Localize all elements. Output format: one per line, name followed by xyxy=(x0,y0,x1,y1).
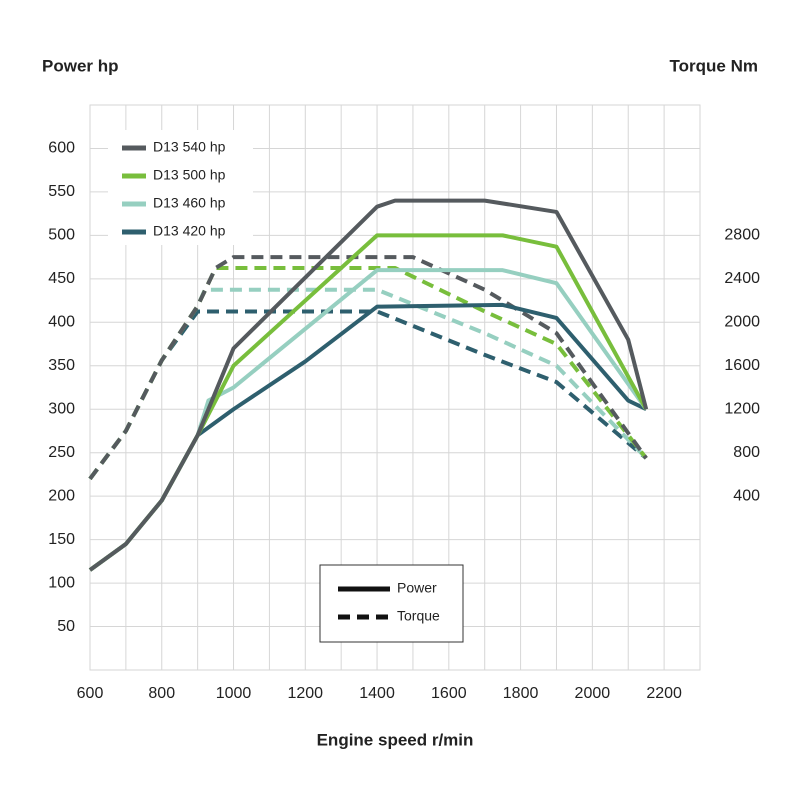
torque-line xyxy=(88,255,648,480)
x-tick-label: 1400 xyxy=(359,685,395,702)
y-axis-title: Power hp xyxy=(42,56,119,75)
y-tick-label: 200 xyxy=(48,487,75,504)
lines xyxy=(88,198,649,572)
y-tick-label: 50 xyxy=(57,618,75,635)
style-legend-label: Torque xyxy=(397,608,440,624)
style-legend-label: Power xyxy=(397,580,437,596)
y-tick-label: 450 xyxy=(48,270,75,287)
y-tick-label: 600 xyxy=(48,140,75,157)
torque-line xyxy=(88,309,648,480)
x-tick-label: 1600 xyxy=(431,685,467,702)
x-tick-label: 2000 xyxy=(575,685,611,702)
legend: D13 540 hp D13 500 hp D13 460 hp D13 420 hp… xyxy=(122,139,440,624)
x-tick-label: 1800 xyxy=(503,685,539,702)
power-line xyxy=(88,198,649,572)
legend-label: D13 540 hp xyxy=(153,139,226,155)
legend-label: D13 500 hp xyxy=(153,167,226,183)
y-tick-label: 300 xyxy=(48,400,75,417)
y2-axis-title: Torque Nm xyxy=(670,56,758,75)
y-tick-label: 100 xyxy=(48,574,75,591)
y2-tick-label: 2400 xyxy=(724,270,760,287)
y-tick-label: 150 xyxy=(48,531,75,548)
style-legend-box xyxy=(319,564,464,643)
torque-line xyxy=(88,287,648,480)
y2-tick-label: 2000 xyxy=(724,314,760,331)
x-tick-label: 1000 xyxy=(216,685,252,702)
y2-tick-label: 1200 xyxy=(724,400,760,417)
y-tick-label: 250 xyxy=(48,444,75,461)
y2-tick-label: 1600 xyxy=(724,357,760,374)
y-tick-label: 400 xyxy=(48,314,75,331)
x-axis-title: Engine speed r/min xyxy=(317,730,474,749)
y-tick-label: 550 xyxy=(48,183,75,200)
legend-label: D13 420 hp xyxy=(153,223,226,239)
x-tick-label: 2200 xyxy=(646,685,682,702)
power-line xyxy=(88,233,648,572)
y2-tick-label: 2800 xyxy=(724,227,760,244)
x-tick-label: 800 xyxy=(148,685,175,702)
x-tick-label: 1200 xyxy=(287,685,323,702)
y-tick-label: 350 xyxy=(48,357,75,374)
y2-tick-label: 800 xyxy=(733,444,760,461)
x-tick-label: 600 xyxy=(77,685,104,702)
y-tick-label: 500 xyxy=(48,227,75,244)
y2-tick-label: 400 xyxy=(733,487,760,504)
legend-label: D13 460 hp xyxy=(153,195,226,211)
